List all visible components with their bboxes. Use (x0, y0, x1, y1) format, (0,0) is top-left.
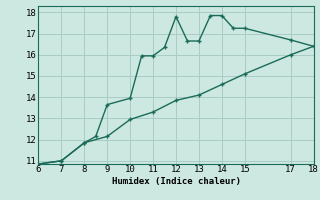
X-axis label: Humidex (Indice chaleur): Humidex (Indice chaleur) (111, 177, 241, 186)
